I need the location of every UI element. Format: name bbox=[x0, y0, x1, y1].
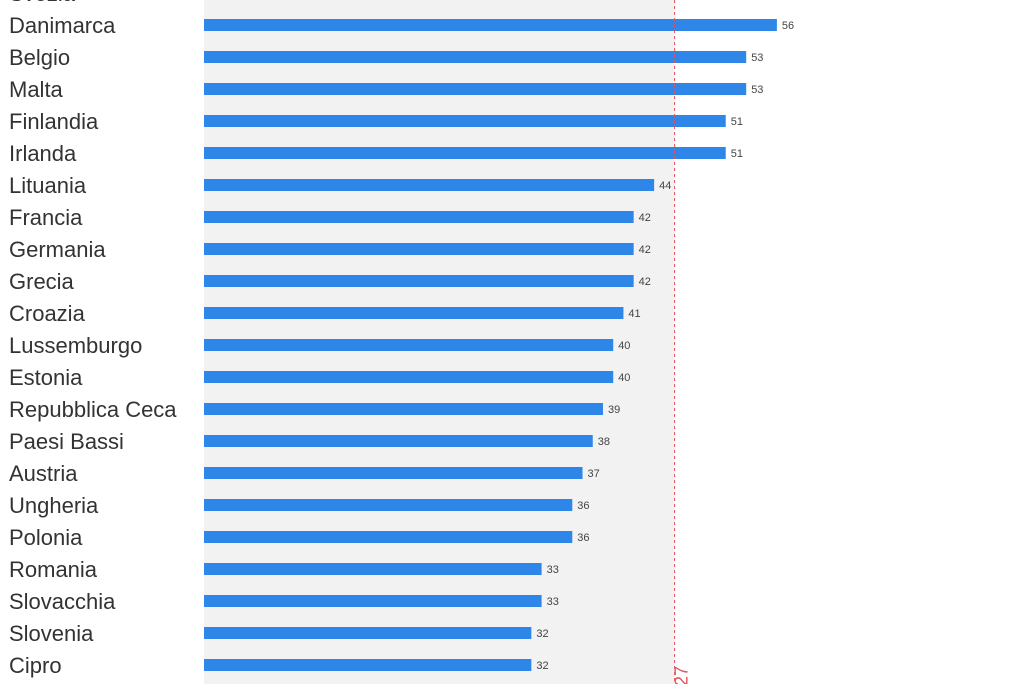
category-label: Polonia bbox=[9, 525, 83, 550]
bar bbox=[204, 211, 634, 223]
value-label: 41 bbox=[628, 308, 640, 320]
category-label: Malta bbox=[9, 77, 64, 102]
bar bbox=[204, 403, 603, 415]
category-label: Irlanda bbox=[9, 141, 77, 166]
bar bbox=[204, 435, 593, 447]
category-label: Paesi Bassi bbox=[9, 429, 124, 454]
value-label: 39 bbox=[608, 404, 620, 416]
category-label: Repubblica Ceca bbox=[9, 397, 177, 422]
category-label: Slovacchia bbox=[9, 589, 116, 614]
bar bbox=[204, 243, 634, 255]
value-label: 56 bbox=[782, 20, 794, 32]
bar bbox=[204, 275, 634, 287]
value-label: 36 bbox=[577, 532, 589, 544]
value-label: 51 bbox=[731, 116, 743, 128]
bar bbox=[204, 371, 614, 383]
bar bbox=[204, 115, 726, 127]
bar bbox=[204, 659, 532, 671]
bar bbox=[204, 563, 542, 575]
value-label: 32 bbox=[536, 660, 548, 672]
reference-label: 27 bbox=[672, 666, 692, 684]
category-label: Finlandia bbox=[9, 109, 99, 134]
category-label: Slovenia bbox=[9, 621, 94, 646]
value-label: 42 bbox=[639, 276, 651, 288]
value-label: 44 bbox=[659, 180, 671, 192]
value-label: 42 bbox=[639, 212, 651, 224]
bar bbox=[204, 83, 747, 95]
category-label: Belgio bbox=[9, 45, 70, 70]
bar bbox=[204, 51, 747, 63]
value-label: 40 bbox=[618, 372, 630, 384]
value-label: 51 bbox=[731, 148, 743, 160]
bar bbox=[204, 595, 542, 607]
bar bbox=[204, 179, 655, 191]
value-label: 33 bbox=[547, 564, 559, 576]
bar bbox=[204, 531, 573, 543]
category-label: Francia bbox=[9, 205, 83, 230]
category-label: Cipro bbox=[9, 653, 62, 678]
value-label: 42 bbox=[639, 244, 651, 256]
category-label: Estonia bbox=[9, 365, 83, 390]
bar bbox=[204, 467, 583, 479]
category-label: Germania bbox=[9, 237, 106, 262]
value-label: 32 bbox=[536, 628, 548, 640]
category-label: Danimarca bbox=[9, 13, 116, 38]
value-label: 53 bbox=[751, 84, 763, 96]
bar bbox=[204, 19, 777, 31]
category-label: Ungheria bbox=[9, 493, 99, 518]
value-label: 37 bbox=[588, 468, 600, 480]
bar bbox=[204, 627, 532, 639]
value-label: 36 bbox=[577, 500, 589, 512]
category-label: Svezia bbox=[9, 0, 76, 6]
value-label: 33 bbox=[547, 596, 559, 608]
category-label: Romania bbox=[9, 557, 98, 582]
value-label: 38 bbox=[598, 436, 610, 448]
category-label: Lussemburgo bbox=[9, 333, 142, 358]
value-label: 53 bbox=[751, 52, 763, 64]
bar bbox=[204, 499, 573, 511]
category-label: Croazia bbox=[9, 301, 86, 326]
category-label: Grecia bbox=[9, 269, 75, 294]
bar bbox=[204, 339, 614, 351]
category-label: Austria bbox=[9, 461, 78, 486]
category-label: Lituania bbox=[9, 173, 87, 198]
value-label: 40 bbox=[618, 340, 630, 352]
bar bbox=[204, 147, 726, 159]
bar bbox=[204, 307, 624, 319]
